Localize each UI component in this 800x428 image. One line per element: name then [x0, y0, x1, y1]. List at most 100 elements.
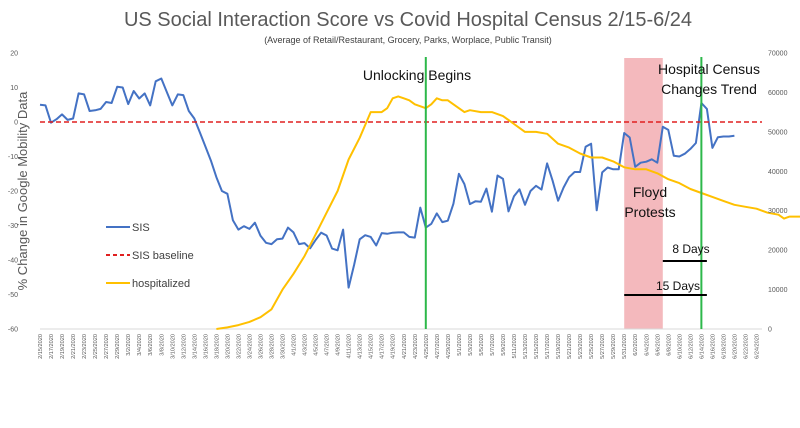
x-tick-label: 2/29/2020: [115, 334, 121, 359]
x-tick-label: 3/24/2020: [247, 334, 253, 359]
x-tick-label: 6/20/2020: [732, 334, 738, 359]
x-tick-label: 3/16/2020: [203, 334, 209, 359]
x-tick-label: 4/27/2020: [435, 334, 441, 359]
y-right-tick-label: 40000: [768, 169, 788, 176]
y-left-tick-label: -50: [8, 292, 18, 299]
y-left-tick-label: 20: [10, 51, 18, 58]
annotations: Unlocking Begins Hospital Census Changes T…: [363, 61, 760, 296]
y-right-tick-label: 50000: [768, 129, 788, 136]
legend: SIS SIS baseline hospitalized: [106, 222, 194, 290]
y-left-tick-label: 10: [10, 85, 18, 92]
x-tick-label: 2/21/2020: [71, 334, 77, 359]
x-tick-label: 3/8/2020: [159, 334, 165, 356]
legend-label: SIS baseline: [132, 250, 194, 262]
x-tick-label: 3/18/2020: [214, 334, 220, 359]
x-tick-label: 4/23/2020: [413, 334, 419, 359]
floyd-protests-label: Floyd: [633, 184, 667, 200]
x-tick-label: 3/2/2020: [126, 334, 132, 356]
x-tick-label: 6/10/2020: [677, 334, 683, 359]
floyd-protests-shading: [624, 58, 663, 329]
vertical-markers: [424, 57, 703, 329]
x-tick-label: 4/25/2020: [424, 334, 430, 359]
x-tick-label: 6/18/2020: [721, 334, 727, 359]
x-tick-label: 5/11/2020: [512, 334, 518, 358]
y-left-tick-label: -40: [8, 258, 18, 265]
x-tick-label: 3/14/2020: [192, 334, 198, 359]
x-tick-label: 3/10/2020: [170, 334, 176, 359]
floyd-protests-label: Protests: [624, 204, 675, 220]
x-tick-label: 5/25/2020: [589, 334, 595, 359]
x-tick-label: 5/3/2020: [468, 334, 474, 356]
y-axis-label: % Change in Google Mobility Data: [15, 91, 30, 290]
x-tick-label: 2/15/2020: [38, 334, 44, 359]
x-tick-label: 3/4/2020: [137, 334, 143, 356]
x-tick-label: 4/13/2020: [358, 334, 364, 359]
x-tick-label: 6/2/2020: [633, 334, 639, 356]
x-tick-label: 3/6/2020: [148, 334, 154, 356]
chart-title: US Social Interaction Score vs Covid Hos…: [124, 9, 692, 31]
x-tick-label: 5/5/2020: [479, 334, 485, 356]
x-tick-label: 5/17/2020: [545, 334, 551, 359]
y-left-tick-label: -20: [8, 189, 18, 196]
y-right-tick-label: 0: [768, 327, 772, 334]
x-tick-label: 5/13/2020: [523, 334, 529, 359]
x-tick-label: 5/15/2020: [534, 334, 540, 359]
x-tick-label: 6/8/2020: [666, 334, 672, 356]
x-tick-label: 6/6/2020: [655, 334, 661, 356]
x-tick-label: 5/19/2020: [556, 334, 562, 359]
x-tick-label: 5/7/2020: [490, 334, 496, 356]
x-tick-label: 3/30/2020: [281, 334, 287, 359]
x-tick-label: 5/9/2020: [501, 334, 507, 356]
x-tick-label: 5/31/2020: [622, 334, 628, 359]
tick-labels: 20 10 0 -10 -20 -30 -40 -50 -60 70000 60000 50000 40…: [8, 51, 788, 359]
x-tick-label: 6/24/2020: [754, 334, 760, 359]
x-tick-label: 6/14/2020: [699, 334, 705, 359]
legend-label: SIS: [132, 222, 150, 234]
y-right-tick-label: 10000: [768, 287, 788, 294]
x-tick-label: 6/22/2020: [743, 334, 749, 359]
x-tick-label: 3/12/2020: [181, 334, 187, 359]
chart-subtitle: (Average of Retail/Restaurant, Grocery, …: [264, 35, 552, 45]
x-tick-label: 6/12/2020: [688, 334, 694, 359]
x-tick-label: 4/19/2020: [391, 334, 397, 359]
y-right-tick-label: 30000: [768, 208, 788, 215]
sis-series-line: [39, 77, 735, 289]
x-tick-label: 3/28/2020: [269, 334, 275, 359]
x-tick-label: 4/5/2020: [314, 334, 320, 356]
x-tick-label: 4/29/2020: [446, 334, 452, 359]
x-tick-label: 4/1/2020: [292, 334, 298, 356]
series-group: [39, 77, 800, 330]
x-tick-label: 4/7/2020: [325, 334, 331, 356]
x-tick-label: 3/20/2020: [225, 334, 231, 359]
y-right-tick-label: 20000: [768, 248, 788, 255]
hospitalized-series-line: [216, 95, 800, 330]
x-tick-label: 5/21/2020: [567, 334, 573, 359]
x-tick-label: 5/23/2020: [578, 334, 584, 359]
x-tick-label: 2/17/2020: [49, 334, 55, 359]
shaded-period: [624, 58, 663, 329]
census-change-label: Hospital Census: [658, 61, 760, 77]
legend-label: hospitalized: [132, 278, 190, 290]
x-tick-label: 2/27/2020: [104, 334, 110, 359]
x-tick-label: 5/29/2020: [611, 334, 617, 359]
y-right-tick-label: 70000: [768, 51, 788, 58]
census-change-label: Changes Trend: [661, 81, 757, 97]
x-tick-label: 2/19/2020: [60, 334, 66, 359]
x-tick-label: 3/22/2020: [236, 334, 242, 359]
y-left-tick-label: -30: [8, 223, 18, 230]
x-tick-label: 5/27/2020: [600, 334, 606, 359]
eight-days-label: 8 Days: [672, 242, 709, 256]
y-left-tick-label: -60: [8, 327, 18, 334]
y-left-tick-label: 0: [14, 120, 18, 127]
y-right-tick-label: 60000: [768, 90, 788, 97]
x-tick-label: 4/21/2020: [402, 334, 408, 359]
x-tick-label: 4/15/2020: [369, 334, 375, 359]
x-tick-label: 2/23/2020: [82, 334, 88, 359]
x-tick-label: 5/1/2020: [457, 334, 463, 356]
fifteen-days-label: 15 Days: [656, 279, 700, 293]
x-tick-label: 2/25/2020: [93, 334, 99, 359]
x-tick-label: 4/9/2020: [336, 334, 342, 356]
x-tick-label: 3/26/2020: [258, 334, 264, 359]
x-tick-label: 4/17/2020: [380, 334, 386, 359]
